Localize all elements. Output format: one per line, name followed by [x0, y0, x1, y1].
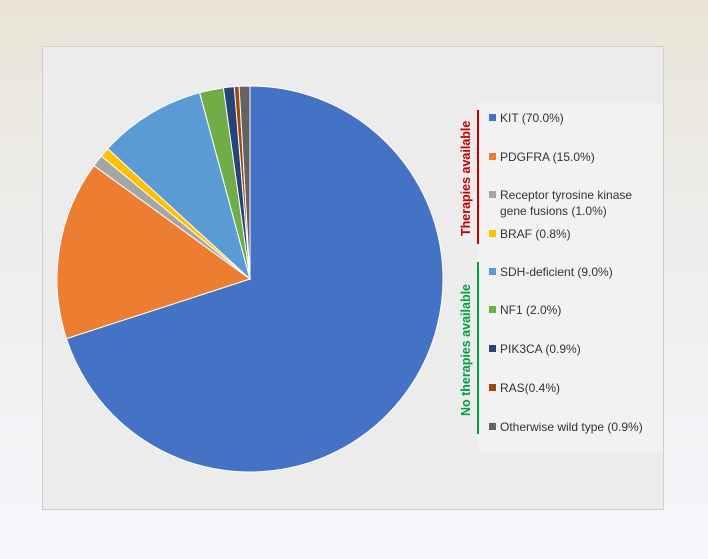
- legend-box: [478, 103, 663, 451]
- legend-item-kit: KIT (70.0%): [489, 110, 564, 126]
- group-bar-no-therapies: [477, 262, 479, 434]
- legend-swatch-braf: [489, 230, 496, 237]
- group-label-therapies: Therapies available: [459, 120, 473, 236]
- legend-swatch-nf1: [489, 306, 496, 313]
- legend-swatch-sdh-deficient: [489, 268, 496, 275]
- legend-item-pdgfra: PDGFRA (15.0%): [489, 149, 595, 165]
- legend-swatch-pdgfra: [489, 153, 496, 160]
- legend-item-nf1: NF1 (2.0%): [489, 302, 561, 318]
- legend-item-pik3ca: PIK3CA (0.9%): [489, 341, 581, 357]
- group-bar-therapies: [477, 110, 479, 244]
- pie-slice-sdh-deficient: [106, 92, 251, 281]
- legend-item-rtk-fusions: Receptor tyrosine kinase gene fusions (1…: [489, 187, 632, 219]
- legend-item-sdh-deficient: SDH-deficient (9.0%): [489, 264, 613, 280]
- legend-item-wild-type: Otherwise wild type (0.9%): [489, 419, 643, 435]
- legend-swatch-pik3ca: [489, 345, 496, 352]
- pie-slice-wild-type: [238, 85, 251, 280]
- legend-swatch-wild-type: [489, 423, 496, 430]
- group-label-no-therapies: No therapies available: [459, 283, 473, 416]
- legend-item-ras: RAS(0.4%): [489, 380, 560, 396]
- pie-slice-pdgfra: [56, 164, 252, 340]
- legend-swatch-ras: [489, 384, 496, 391]
- pie-slice-kit: [65, 85, 444, 473]
- legend-item-braf: BRAF (0.8%): [489, 226, 571, 242]
- legend-swatch-rtk-fusions: [489, 191, 496, 198]
- legend-swatch-kit: [489, 114, 496, 121]
